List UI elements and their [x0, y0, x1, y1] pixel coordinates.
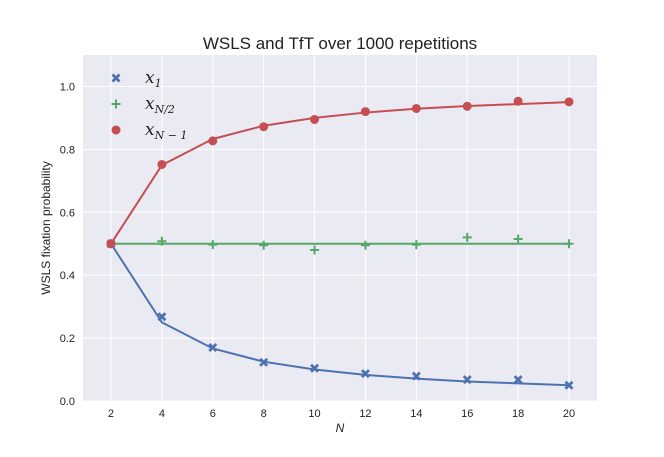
y-tick-label: 0.0	[60, 396, 75, 408]
series-3-point	[564, 97, 574, 107]
series-2-point	[411, 240, 421, 250]
legend-marker	[111, 73, 121, 83]
y-tick-label: 0.8	[60, 144, 75, 156]
legend-marker	[111, 99, 121, 109]
series-2-point	[564, 239, 574, 249]
x-tick-label: 4	[159, 408, 165, 420]
series-2-point	[360, 240, 370, 250]
x-tick-label: 12	[359, 408, 371, 420]
series-3-point	[310, 114, 320, 124]
chart-title: WSLS and TfT over 1000 repetitions	[203, 34, 477, 53]
series-3-point	[462, 101, 472, 111]
series-1-point	[360, 369, 370, 379]
series-1-point	[208, 343, 218, 353]
series-3-point	[208, 136, 218, 146]
x-tick-label: 8	[261, 408, 267, 420]
series-3-point	[157, 159, 167, 169]
series-3	[106, 96, 574, 249]
series-2-point	[310, 245, 320, 255]
series-1-point	[157, 312, 167, 322]
grid	[83, 55, 597, 402]
series-1-point	[259, 357, 269, 367]
series-layer	[106, 96, 574, 390]
x-axis-label: N	[336, 421, 345, 435]
series-2-point	[259, 240, 269, 250]
x-tick-label: 2	[108, 408, 114, 420]
series-1	[106, 239, 574, 390]
x-tick-label: 14	[410, 408, 422, 420]
series-1-point	[462, 375, 472, 385]
series-2	[106, 232, 574, 255]
series-2-point	[157, 236, 167, 246]
x-tick-label: 20	[563, 408, 575, 420]
legend-marker	[111, 125, 121, 135]
series-1-point	[513, 375, 523, 385]
x-tick-label: 10	[308, 408, 320, 420]
series-3-line	[110, 101, 570, 245]
series-1-point	[310, 363, 320, 373]
series-3-point	[411, 103, 421, 113]
series-3-point	[259, 122, 269, 132]
series-2-point	[462, 232, 472, 242]
plot-background	[83, 55, 597, 401]
x-tick-label: 18	[512, 408, 524, 420]
y-tick-label: 0.6	[60, 207, 75, 219]
series-3-point	[360, 107, 370, 117]
x-tick-label: 6	[210, 408, 216, 420]
x-ticks: 2 4 6 8 10 12 14 16 18 20	[108, 408, 575, 420]
series-3-point	[513, 96, 523, 106]
series-1-point	[411, 371, 421, 381]
series-1-point	[564, 380, 574, 390]
y-tick-label: 0.2	[60, 333, 75, 345]
series-2-point	[513, 234, 523, 244]
series-3-point	[106, 239, 116, 249]
x-tick-label: 16	[461, 408, 473, 420]
series-2-point	[208, 240, 218, 250]
y-ticks: 0.0 0.2 0.4 0.6 0.8 1.0	[60, 81, 75, 408]
y-tick-label: 0.4	[60, 270, 75, 282]
series-1-line	[110, 243, 570, 387]
y-axis-label: WSLS fixation probability	[39, 161, 53, 294]
legend-item-2: xN/2	[111, 94, 175, 116]
y-tick-label: 1.0	[60, 81, 75, 93]
